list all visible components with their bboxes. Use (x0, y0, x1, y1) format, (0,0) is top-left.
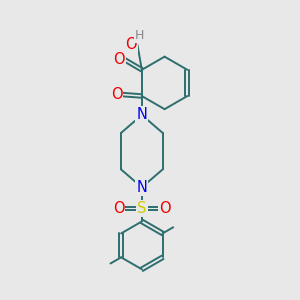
Text: S: S (137, 201, 146, 216)
Text: O: O (159, 201, 171, 216)
Text: O: O (111, 87, 122, 102)
Text: O: O (113, 52, 125, 67)
Text: H: H (135, 29, 145, 42)
Text: N: N (136, 107, 147, 122)
Text: N: N (136, 180, 147, 195)
Text: O: O (125, 37, 137, 52)
Text: O: O (113, 201, 124, 216)
